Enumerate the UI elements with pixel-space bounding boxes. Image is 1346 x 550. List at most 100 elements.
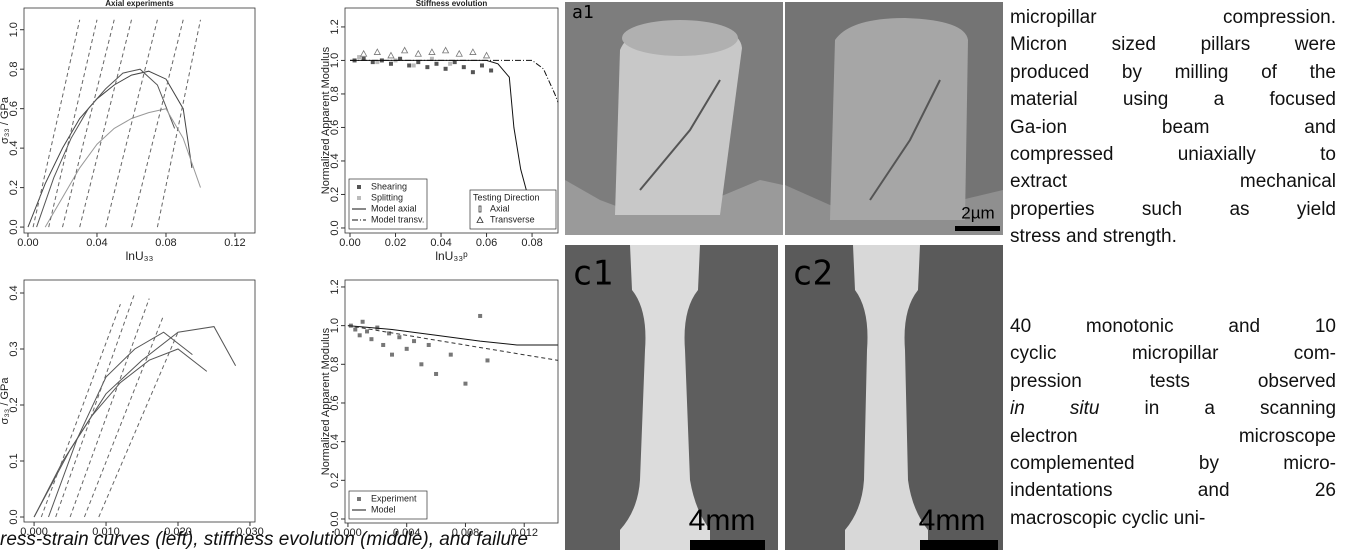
data-line	[83, 315, 165, 518]
data-line	[62, 19, 115, 228]
image-label: a1	[572, 2, 594, 23]
data-line	[48, 19, 98, 228]
data-point	[400, 46, 409, 54]
data-point	[387, 51, 395, 59]
caption: ress-strain curves (left), stiffness evo…	[0, 529, 528, 550]
y-tick-label: 0.8	[329, 357, 341, 372]
x-tick-label: 0.00	[339, 237, 360, 249]
x-tick-label: 0.000	[20, 526, 48, 538]
scale-bar	[690, 540, 765, 550]
data-point	[370, 60, 375, 65]
text-line: complemented by micro-	[1010, 453, 1336, 475]
legend-label: Experiment	[371, 493, 417, 503]
legend-label: Shearing	[371, 181, 407, 191]
image-detail	[565, 180, 783, 235]
data-line	[33, 326, 237, 518]
text-line: Micron sized pillars were	[1010, 34, 1336, 56]
x-tick-label: 0.020	[164, 526, 192, 538]
x-tick-label: 0.06	[476, 237, 497, 249]
data-line	[33, 348, 208, 518]
data-line	[48, 331, 193, 518]
paragraph: 40 monotonic and 10 cyclic micropillar co…	[1010, 313, 1336, 532]
y-tick-label: 1.0	[8, 22, 20, 37]
pillar	[615, 22, 742, 215]
y-tick-label: 0.2	[8, 397, 20, 412]
data-line	[36, 68, 176, 228]
data-point	[463, 381, 468, 386]
y-tick-label: 0.0	[8, 219, 20, 234]
text-line: material using a focused	[1010, 89, 1336, 111]
y-tick-label: 1.0	[329, 318, 341, 333]
data-point	[357, 55, 362, 60]
pillar-top	[622, 20, 738, 56]
image-label: c1	[572, 254, 613, 294]
data-point	[434, 371, 439, 376]
specimen	[620, 245, 710, 550]
data-point	[404, 346, 409, 351]
x-tick-label: 0.004	[393, 527, 421, 539]
legend-label: Axial	[490, 203, 510, 213]
data-point	[353, 327, 358, 332]
text: in a scanning	[1144, 398, 1337, 420]
legend-symbol	[478, 205, 482, 213]
y-tick-label: 0.6	[329, 120, 341, 135]
text-line: micropillar compression.	[1010, 7, 1336, 28]
data-line	[350, 59, 559, 103]
legend-symbol	[357, 185, 361, 189]
y-tick-label: 0.8	[329, 86, 341, 101]
data-line	[32, 19, 81, 228]
y-tick-label: 0.0	[329, 511, 341, 526]
data-point	[398, 56, 403, 61]
text-line: macroscopic cyclic uni-	[1010, 507, 1206, 529]
y-tick-label: 0.0	[329, 220, 341, 235]
data-line	[156, 19, 201, 228]
text-line: 40 monotonic and 10	[1010, 316, 1336, 337]
data-point	[373, 48, 381, 55]
text-line: compressed uniaxially to	[1010, 144, 1336, 166]
data-point	[429, 56, 434, 61]
data-line	[347, 325, 559, 361]
x-tick-label: 0.02	[385, 237, 406, 249]
x-tick-label: 0.04	[430, 237, 451, 249]
paragraph: micropillar compression. Micron sized pil…	[1010, 4, 1336, 251]
data-point	[485, 358, 490, 363]
x-tick-label: 0.010	[92, 526, 120, 538]
data-line	[105, 19, 158, 228]
photo-panel: c1 4mm c2 4mm	[565, 245, 1003, 550]
crack	[639, 79, 721, 191]
data-point	[426, 342, 431, 347]
text-line: produced by milling of the	[1010, 61, 1336, 83]
data-line	[27, 70, 193, 228]
text-line: Ga-ion beam and	[1010, 116, 1336, 138]
x-tick-label: 0.012	[510, 527, 538, 539]
y-tick-label: 1.2	[329, 279, 341, 294]
scale-bar	[955, 226, 1000, 231]
x-tick-label: 0.08	[521, 237, 542, 249]
text-line: electron microscope	[1010, 425, 1336, 447]
y-tick-label: 0.2	[329, 473, 341, 488]
chart-title: Stiffness evolution	[416, 0, 488, 8]
pillar	[830, 18, 968, 220]
legend-box	[348, 178, 428, 230]
data-point	[428, 48, 436, 55]
data-point	[411, 63, 416, 68]
data-point	[375, 60, 380, 65]
legend-symbol	[357, 497, 361, 501]
data-point	[388, 61, 393, 66]
y-axis-label: σ₃₃ / GPa	[0, 377, 11, 425]
data-line	[69, 298, 150, 518]
emphasis: in situ	[1010, 398, 1100, 420]
y-tick-label: 0.2	[8, 180, 20, 195]
x-axis-label: lnU₃₃	[126, 249, 154, 263]
data-point	[360, 319, 365, 324]
data-point	[357, 333, 362, 338]
chart-title: Axial experiments	[105, 0, 174, 8]
legend-label: Model axial	[371, 203, 417, 213]
data-point	[381, 342, 386, 347]
data-line	[79, 19, 132, 228]
data-line	[55, 292, 136, 518]
data-point	[369, 337, 374, 342]
y-tick-label: 0.4	[329, 434, 341, 449]
data-point	[397, 335, 402, 340]
data-line	[347, 325, 558, 346]
